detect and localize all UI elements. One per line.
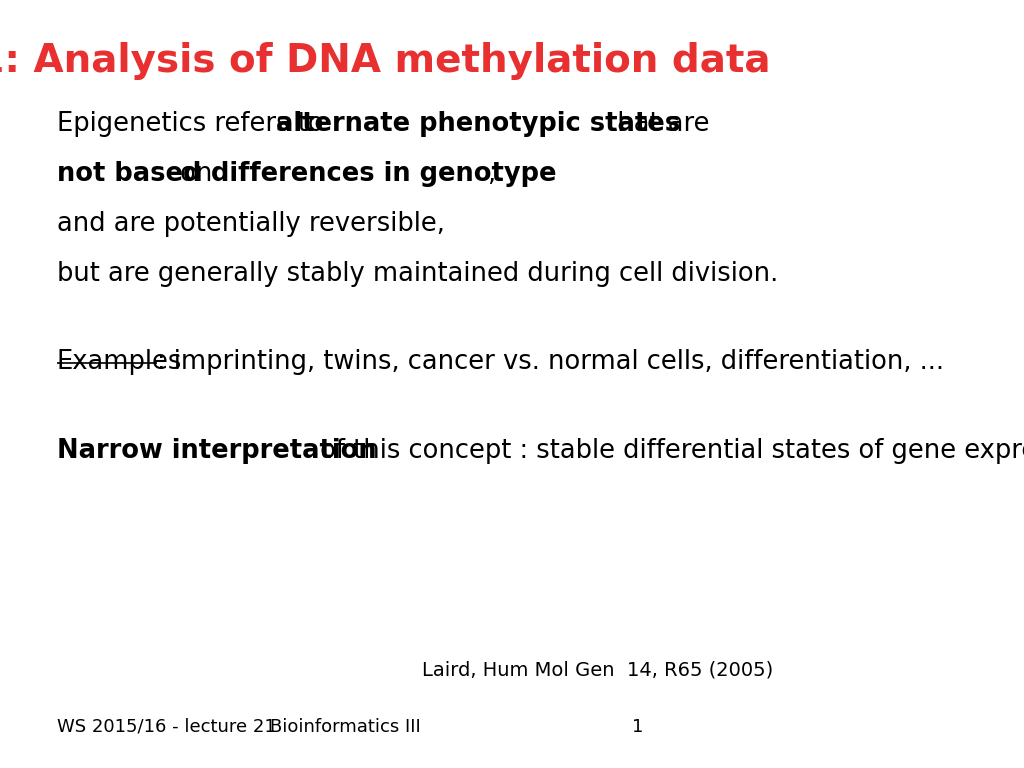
Text: Laird, Hum Mol Gen  14, R65 (2005): Laird, Hum Mol Gen 14, R65 (2005)	[422, 660, 773, 680]
Text: but are generally stably maintained during cell division.: but are generally stably maintained duri…	[57, 261, 778, 287]
Text: Narrow interpretation: Narrow interpretation	[57, 438, 377, 464]
Text: : imprinting, twins, cancer vs. normal cells, differentiation, ...: : imprinting, twins, cancer vs. normal c…	[157, 349, 944, 376]
Text: alternate phenotypic states: alternate phenotypic states	[276, 111, 681, 137]
Text: ,: ,	[487, 161, 496, 187]
Text: Examples: Examples	[57, 349, 182, 376]
Text: on: on	[172, 161, 221, 187]
Text: Epigenetics refers to: Epigenetics refers to	[57, 111, 332, 137]
Text: Bioinformatics III: Bioinformatics III	[270, 718, 421, 736]
Text: of this concept : stable differential states of gene expression.: of this concept : stable differential st…	[312, 438, 1024, 464]
Text: differences in genotype: differences in genotype	[211, 161, 557, 187]
Text: and are potentially reversible,: and are potentially reversible,	[57, 211, 444, 237]
Text: 1: 1	[632, 718, 643, 736]
Text: WS 2015/16 - lecture 21: WS 2015/16 - lecture 21	[57, 718, 275, 736]
Text: not based: not based	[57, 161, 202, 187]
Text: V21: Analysis of DNA methylation data: V21: Analysis of DNA methylation data	[0, 42, 771, 80]
Text: that are: that are	[599, 111, 710, 137]
